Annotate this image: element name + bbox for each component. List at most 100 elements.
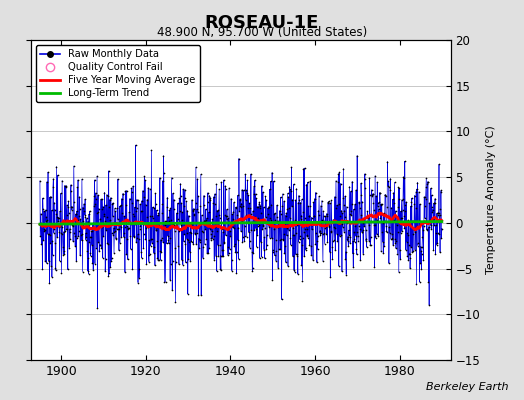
Point <box>124 256 132 263</box>
Point <box>329 216 337 223</box>
Point <box>196 202 205 209</box>
Point <box>153 238 161 244</box>
Point <box>205 197 214 203</box>
Point <box>183 208 192 214</box>
Point <box>260 255 269 262</box>
Point <box>188 197 196 203</box>
Point <box>201 226 210 232</box>
Point <box>158 200 167 207</box>
Point <box>232 205 241 212</box>
Point <box>52 214 61 220</box>
Point <box>368 192 377 198</box>
Point <box>339 224 347 230</box>
Point <box>412 188 420 195</box>
Point <box>196 236 204 243</box>
Point <box>432 242 441 248</box>
Point <box>49 184 57 190</box>
Point <box>340 202 348 208</box>
Point <box>345 232 353 238</box>
Point <box>226 223 235 230</box>
Point <box>337 208 345 214</box>
Point <box>355 200 364 206</box>
Point <box>234 237 242 243</box>
Point <box>282 259 290 266</box>
Point <box>288 203 296 210</box>
Point <box>173 223 181 230</box>
Point <box>57 190 65 197</box>
Point <box>273 218 281 224</box>
Point <box>100 213 108 219</box>
Point <box>283 225 291 232</box>
Point <box>389 196 397 202</box>
Point <box>175 195 183 202</box>
Point <box>289 181 298 187</box>
Point <box>416 201 424 208</box>
Point <box>160 170 168 176</box>
Point <box>105 270 113 276</box>
Point <box>254 203 262 210</box>
Point <box>88 260 96 266</box>
Point <box>434 210 443 216</box>
Point <box>321 213 330 220</box>
Point <box>422 227 431 233</box>
Point <box>301 215 309 222</box>
Point <box>401 247 410 253</box>
Point <box>370 222 379 228</box>
Point <box>106 264 115 270</box>
Text: Berkeley Earth: Berkeley Earth <box>426 382 508 392</box>
Point <box>337 220 346 227</box>
Point <box>271 210 279 216</box>
Point <box>351 201 359 208</box>
Point <box>293 271 302 277</box>
Point <box>219 247 227 254</box>
Point <box>237 228 245 235</box>
Point <box>310 213 319 220</box>
Point <box>185 239 193 245</box>
Point <box>160 279 169 285</box>
Point <box>346 240 354 246</box>
Point <box>220 177 228 183</box>
Point <box>281 212 290 219</box>
Point <box>59 251 68 258</box>
Point <box>400 158 409 164</box>
Point <box>373 179 381 185</box>
Point <box>427 226 435 232</box>
Point <box>150 222 159 228</box>
Point <box>280 198 288 204</box>
Point <box>405 241 413 248</box>
Point <box>54 214 63 221</box>
Point <box>402 238 411 245</box>
Point <box>297 212 305 219</box>
Point <box>41 227 49 234</box>
Point <box>172 210 181 216</box>
Point <box>396 208 405 214</box>
Point <box>388 235 396 241</box>
Point <box>303 233 311 239</box>
Point <box>369 200 378 206</box>
Point <box>78 176 86 182</box>
Point <box>265 223 273 230</box>
Point <box>144 184 152 191</box>
Point <box>176 180 184 187</box>
Point <box>110 228 118 235</box>
Point <box>411 205 420 211</box>
Point <box>202 206 210 212</box>
Point <box>177 200 185 206</box>
Point <box>292 222 301 228</box>
Point <box>135 266 144 272</box>
Point <box>224 215 233 222</box>
Point <box>111 208 119 215</box>
Point <box>213 268 221 274</box>
Point <box>286 214 294 221</box>
Point <box>122 250 130 257</box>
Point <box>235 208 244 214</box>
Point <box>95 241 104 248</box>
Point <box>323 238 332 245</box>
Point <box>380 243 388 250</box>
Point <box>84 255 92 261</box>
Point <box>118 210 127 217</box>
Point <box>122 202 130 208</box>
Point <box>374 199 382 206</box>
Point <box>295 197 303 204</box>
Point <box>145 258 153 265</box>
